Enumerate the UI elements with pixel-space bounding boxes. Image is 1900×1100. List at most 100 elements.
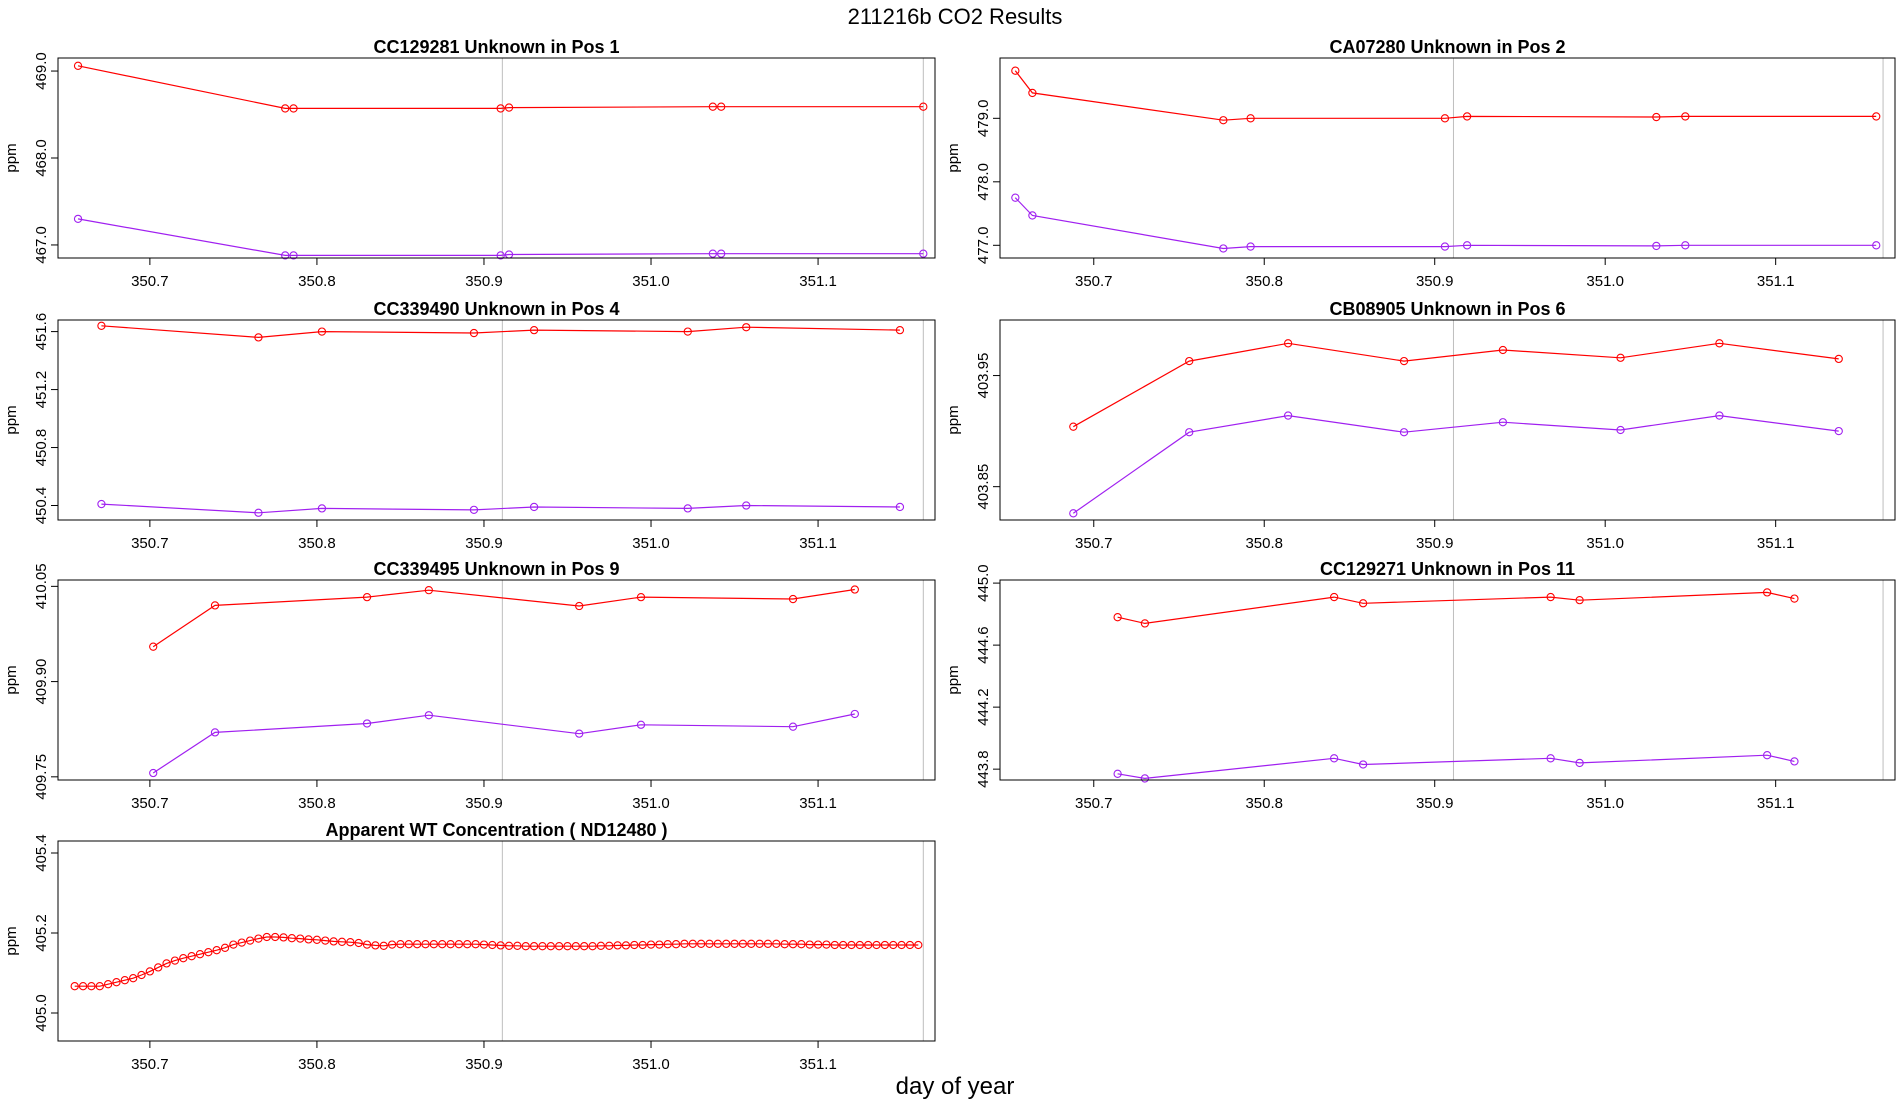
data-point-upper — [1283, 339, 1293, 348]
x-tick-label: 350.9 — [465, 273, 503, 290]
data-point-upper — [905, 940, 915, 950]
data-point-lower — [1616, 425, 1625, 435]
x-tick-label: 350.8 — [298, 1056, 336, 1073]
data-point-lower — [1498, 418, 1508, 427]
data-point-upper — [321, 936, 330, 945]
data-point-upper — [630, 940, 639, 950]
chart-panel-5: CC339495 Unknown in Pos 9 350.7 350.8 350.9… — [3, 559, 936, 812]
data-point-upper — [788, 594, 798, 604]
data-point-lower — [1834, 426, 1843, 436]
data-point-lower — [895, 502, 905, 512]
data-point-lower — [1358, 760, 1368, 769]
data-point-upper — [1872, 112, 1881, 121]
data-point-upper — [730, 939, 739, 948]
x-tick-label: 350.9 — [1416, 535, 1454, 552]
data-point-upper — [1219, 116, 1228, 125]
x-tick-label: 350.9 — [465, 795, 503, 812]
x-tick-label: 351.0 — [632, 535, 670, 552]
x-tick-label: 350.8 — [1245, 273, 1283, 290]
data-point-lower — [1462, 241, 1472, 250]
data-point-upper — [496, 941, 505, 950]
series-line-upper — [74, 936, 919, 987]
y-tick-label: 479.0 — [975, 100, 992, 138]
y-axis-label: ppm — [3, 926, 20, 955]
data-point-upper — [362, 592, 372, 602]
data-point-upper — [897, 940, 906, 950]
data-point-upper — [245, 936, 255, 945]
x-tick-label: 351.0 — [1586, 535, 1624, 552]
y-tick-label: 444.2 — [975, 688, 992, 726]
data-point-upper — [889, 940, 898, 950]
data-point-upper — [1498, 345, 1508, 355]
y-tick-label: 450.8 — [33, 429, 50, 467]
data-point-upper — [1790, 594, 1799, 603]
y-tick-label: 405.0 — [33, 994, 50, 1032]
chart-panel-3: CC339490 Unknown in Pos 4 350.7 350.8 350.9… — [3, 299, 936, 552]
data-point-upper — [563, 942, 572, 951]
data-point-upper — [120, 976, 129, 985]
x-tick-label: 351.0 — [632, 795, 670, 812]
data-point-upper — [763, 939, 773, 948]
panel-title: CC339490 Unknown in Pos 4 — [373, 299, 619, 319]
data-point-upper — [638, 940, 647, 950]
data-point-upper — [287, 934, 297, 943]
plot-frame — [999, 579, 1896, 781]
data-point-upper — [229, 940, 238, 949]
data-point-upper — [613, 941, 622, 950]
data-point-upper — [78, 982, 88, 991]
data-point-upper — [646, 940, 656, 949]
x-tick-label: 350.9 — [465, 535, 503, 552]
data-point-lower — [362, 719, 372, 728]
data-point-upper — [772, 939, 781, 948]
data-point-upper — [919, 102, 928, 111]
data-point-lower — [1575, 758, 1584, 768]
series-line-upper — [101, 325, 900, 339]
data-point-upper — [504, 941, 514, 950]
x-tick-label: 351.1 — [799, 1056, 837, 1073]
x-tick-label: 350.7 — [131, 795, 169, 812]
y-tick-label: 450.4 — [33, 487, 50, 525]
data-point-upper — [705, 939, 714, 948]
data-point-lower — [289, 251, 298, 260]
data-point-upper — [742, 323, 751, 332]
data-point-lower — [317, 504, 327, 513]
x-tick-label: 351.0 — [632, 273, 670, 290]
data-point-upper — [847, 940, 856, 950]
data-point-upper — [289, 104, 298, 113]
data-point-upper — [895, 325, 905, 335]
plot-frame — [999, 57, 1896, 259]
x-tick-label: 351.1 — [1757, 795, 1795, 812]
data-point-upper — [605, 941, 614, 950]
data-point-upper — [588, 942, 597, 951]
series-line-lower — [1117, 754, 1795, 780]
data-point-lower — [717, 249, 726, 258]
series-line-upper — [1073, 342, 1839, 428]
data-point-upper — [855, 940, 864, 950]
x-tick-label: 351.0 — [632, 1056, 670, 1073]
data-point-upper — [713, 939, 722, 948]
data-point-upper — [813, 940, 823, 949]
data-point-upper — [371, 941, 380, 950]
data-point-upper — [1616, 353, 1625, 362]
series-line-lower — [77, 218, 924, 256]
data-point-upper — [1762, 588, 1772, 597]
data-point-upper — [1834, 354, 1843, 364]
data-point-lower — [254, 508, 263, 517]
data-point-upper — [145, 967, 155, 976]
y-tick-label: 451.6 — [33, 313, 50, 351]
data-point-upper — [1358, 599, 1368, 608]
data-point-lower — [1872, 241, 1881, 250]
data-point-upper — [210, 601, 220, 610]
y-tick-label: 410.05 — [33, 563, 50, 609]
y-tick-label: 409.75 — [33, 754, 50, 800]
x-tick-label: 351.1 — [1757, 535, 1795, 552]
data-point-upper — [154, 963, 163, 972]
data-point-upper — [337, 937, 347, 946]
y-axis-label: ppm — [945, 665, 962, 694]
data-point-upper — [469, 328, 479, 338]
data-point-upper — [722, 939, 731, 948]
y-tick-label: 444.6 — [975, 626, 992, 664]
y-tick-label: 403.95 — [975, 353, 992, 399]
data-point-upper — [1246, 114, 1255, 123]
x-tick-label: 350.9 — [1416, 273, 1454, 290]
